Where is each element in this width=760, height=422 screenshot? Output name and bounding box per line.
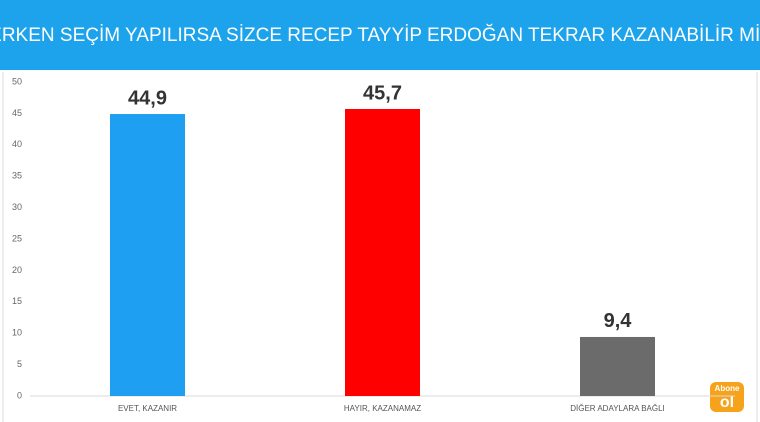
y-tick-label: 30 xyxy=(12,202,22,212)
watermark: Abone ol xyxy=(710,382,744,412)
watermark-bottom: ol xyxy=(720,394,734,411)
chart-title: ERKEN SEÇİM YAPILIRSA SİZCE RECEP TAYYİP… xyxy=(0,24,760,46)
value-label: 44,9 xyxy=(128,87,167,109)
bar xyxy=(110,114,185,396)
y-tick-label: 50 xyxy=(12,76,22,86)
x-tick-label: DİĞER ADAYLARA BAĞLI xyxy=(570,404,665,413)
y-tick-label: 15 xyxy=(12,296,22,306)
bar xyxy=(580,336,655,396)
y-tick-label: 20 xyxy=(12,265,22,275)
watermark-top: Abone xyxy=(715,384,740,393)
y-tick-label: 0 xyxy=(17,390,22,400)
x-tick-label: EVET, KAZANIR xyxy=(118,404,177,413)
value-label: 45,7 xyxy=(363,82,402,104)
y-tick-label: 5 xyxy=(17,359,22,369)
y-tick-label: 40 xyxy=(12,139,22,149)
watermark-badge xyxy=(710,382,744,412)
y-tick-label: 25 xyxy=(12,233,22,243)
bar xyxy=(345,109,420,396)
title-banner xyxy=(0,0,760,70)
y-tick-label: 10 xyxy=(12,328,22,338)
x-tick-label: HAYIR, KAZANAMAZ xyxy=(344,404,421,413)
value-label: 9,4 xyxy=(604,310,633,332)
y-tick-label: 45 xyxy=(12,108,22,118)
y-tick-label: 35 xyxy=(12,171,22,181)
